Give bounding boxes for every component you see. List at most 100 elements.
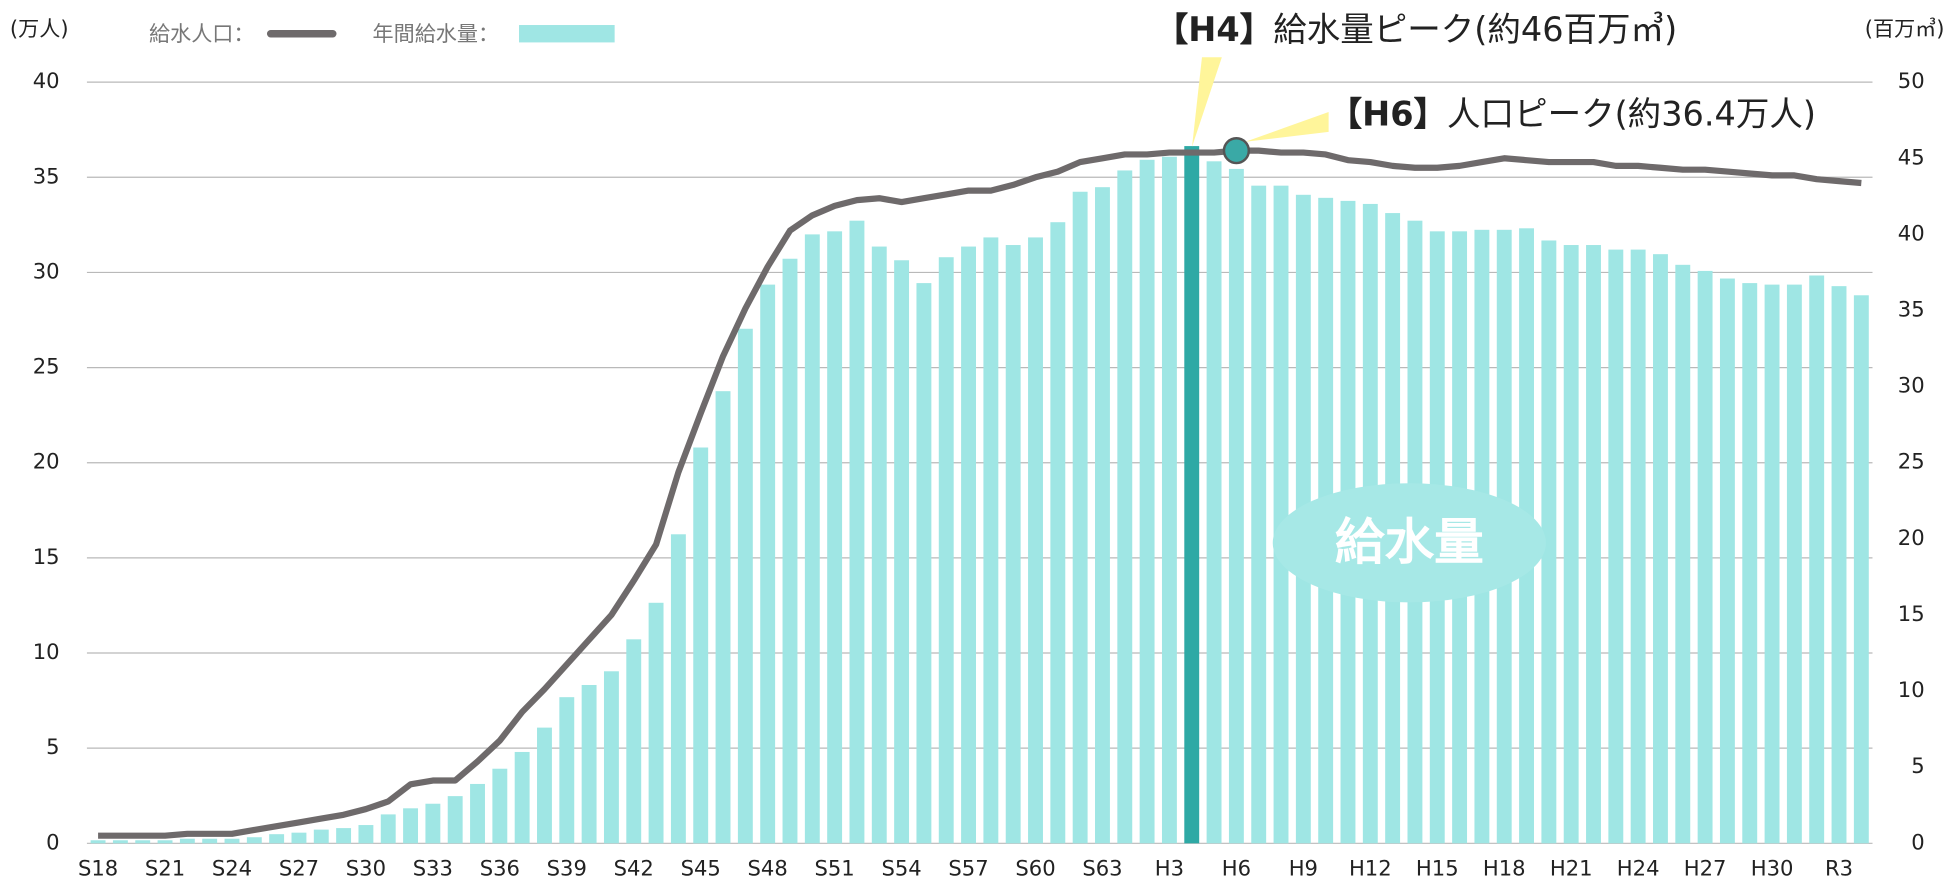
bar (358, 825, 374, 844)
x-tick-label: H30 (1751, 855, 1794, 880)
bar (1608, 249, 1624, 844)
bar (648, 602, 664, 844)
bar (157, 840, 173, 844)
bars (90, 146, 1869, 844)
y-tick-label: 0 (46, 829, 59, 854)
bar (269, 834, 285, 844)
annotation-label: 【H6】 (1329, 94, 1447, 133)
x-tick-label: S57 (948, 855, 988, 880)
bar (1675, 264, 1691, 844)
x-tick-label: S51 (815, 855, 855, 880)
bar (849, 220, 865, 844)
bar (1831, 286, 1847, 844)
y2-tick-label: 25 (1898, 449, 1925, 474)
bar (1273, 185, 1289, 844)
bar (1541, 240, 1557, 844)
bar (112, 840, 128, 844)
annotation: 【H4】給水量ピーク(約46百万㎥) (1155, 10, 1677, 49)
y-tick-label: 20 (33, 449, 60, 474)
x-tick-label: S18 (78, 855, 118, 880)
bar (1139, 159, 1155, 844)
x-tick-label: H18 (1483, 855, 1526, 880)
bar (447, 796, 463, 844)
annotation: 給水量 (1335, 513, 1484, 571)
bar (1161, 156, 1177, 844)
bar (1095, 187, 1110, 844)
x-tick-label: S24 (212, 855, 252, 880)
y-tick-label: 10 (33, 639, 60, 664)
x-tick-label: S48 (748, 855, 788, 880)
bar (380, 814, 396, 844)
y2-tick-label: 30 (1898, 373, 1925, 398)
bar (1251, 185, 1267, 844)
x-tick-label: S36 (480, 855, 520, 880)
y-axis-title: (万人) (10, 16, 69, 41)
bar (1184, 146, 1200, 844)
x-tick-label: H15 (1416, 855, 1459, 880)
y-tick-label: 15 (33, 544, 60, 569)
bar (1117, 170, 1133, 844)
bar (1742, 283, 1758, 844)
bar (581, 684, 597, 844)
bar (1786, 284, 1802, 844)
bar (737, 328, 753, 844)
y-tick-label: 25 (33, 354, 60, 379)
y-tick-label: 35 (33, 163, 60, 188)
bar (1028, 237, 1043, 844)
label-ellipse (1272, 483, 1546, 603)
x-tick-label: S42 (614, 855, 654, 880)
bar (871, 246, 887, 844)
x-tick-label: H6 (1222, 855, 1251, 880)
bar (1719, 278, 1735, 844)
legend: 給水人口： 年間給水量： (149, 21, 615, 46)
bar (537, 727, 552, 844)
bar (470, 783, 485, 844)
bar (693, 447, 709, 844)
bar (313, 829, 329, 844)
annotation-label: 【H4】 (1155, 10, 1273, 49)
y-tick-label: 30 (33, 258, 60, 283)
bar (1697, 270, 1713, 844)
x-tick-label: S63 (1082, 855, 1122, 880)
bar (715, 391, 731, 844)
bar (1809, 275, 1825, 844)
bar (1653, 254, 1668, 844)
bar (90, 840, 106, 844)
x-tick-label: R3 (1825, 855, 1853, 880)
bar (202, 838, 218, 844)
bar (1563, 245, 1579, 844)
bar (1005, 245, 1021, 844)
bar (961, 246, 976, 844)
x-tick-label: S60 (1015, 855, 1055, 880)
bar (336, 828, 352, 844)
bar (1050, 222, 1066, 844)
bar (626, 639, 642, 844)
bar (179, 838, 195, 844)
bar (425, 803, 441, 844)
y2-tick-label: 40 (1898, 220, 1925, 245)
line (98, 147, 1862, 839)
legend-label: 年間給水量： (373, 21, 500, 46)
y2-tick-label: 20 (1898, 525, 1925, 550)
bar (804, 234, 820, 844)
bar (916, 283, 932, 844)
x-tick-label: S45 (681, 855, 721, 880)
bar (603, 671, 619, 844)
bar (291, 832, 307, 844)
y2-tick-label: 35 (1898, 296, 1925, 321)
bar (1630, 249, 1646, 844)
bar (514, 751, 530, 844)
annotation-text: 給水量ピーク(約46百万㎥) (1273, 10, 1677, 49)
y-tick-label: 40 (33, 68, 60, 93)
annotation: 【H6】人口ピーク(約36.4万人) (1329, 94, 1816, 133)
bar (1206, 161, 1222, 844)
x-tick-label: H9 (1289, 855, 1318, 880)
x-tick-label: S54 (881, 855, 921, 880)
y2-tick-label: 45 (1898, 144, 1925, 169)
y-tick-label: 5 (46, 734, 59, 759)
bar (1764, 284, 1780, 844)
bar (938, 257, 954, 844)
bar (782, 258, 798, 844)
peak-marker (1222, 136, 1251, 165)
